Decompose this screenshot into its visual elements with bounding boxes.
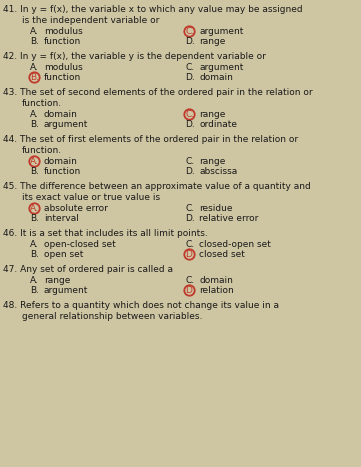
Text: B.: B. [30,286,39,295]
Text: B.: B. [30,250,39,259]
Text: 42. In y = f(x), the variable y is the dependent variable or: 42. In y = f(x), the variable y is the d… [3,52,266,61]
Text: D.: D. [185,37,195,46]
Text: residue: residue [199,204,232,213]
Text: relative error: relative error [199,214,258,223]
Text: its exact value or true value is: its exact value or true value is [22,193,160,202]
Text: closed-open set: closed-open set [199,240,271,249]
Text: 46. It is a set that includes its all limit points.: 46. It is a set that includes its all li… [3,229,208,238]
Text: function: function [44,73,81,82]
Text: A.: A. [30,27,39,36]
Text: function: function [44,37,81,46]
Text: C.: C. [185,110,194,119]
Text: D.: D. [185,214,195,223]
Text: modulus: modulus [44,27,83,36]
Text: 48. Refers to a quantity which does not change its value in a: 48. Refers to a quantity which does not … [3,301,279,310]
Text: function: function [44,167,81,176]
Text: closed set: closed set [199,250,245,259]
Text: domain: domain [44,157,78,166]
Text: modulus: modulus [44,63,83,72]
Text: D.: D. [185,167,195,176]
Text: C.: C. [185,204,194,213]
Text: relation: relation [199,286,234,295]
Text: function.: function. [22,146,62,155]
Text: B.: B. [30,120,39,129]
Text: C.: C. [185,27,194,36]
Text: D.: D. [185,120,195,129]
Text: C.: C. [185,157,194,166]
Text: interval: interval [44,214,79,223]
Text: argument: argument [199,63,243,72]
Text: C.: C. [185,240,194,249]
Text: is the independent variable or: is the independent variable or [22,16,159,25]
Text: function.: function. [22,99,62,108]
Text: A.: A. [30,276,39,285]
Text: A.: A. [30,240,39,249]
Text: A.: A. [30,204,39,213]
Text: C.: C. [185,276,194,285]
Text: domain: domain [44,110,78,119]
Text: B.: B. [30,167,39,176]
Text: B.: B. [30,37,39,46]
Text: A.: A. [30,63,39,72]
Text: C.: C. [185,63,194,72]
Text: general relationship between variables.: general relationship between variables. [22,312,203,321]
Text: D.: D. [185,286,195,295]
Text: 41. In y = f(x), the variable x to which any value may be assigned: 41. In y = f(x), the variable x to which… [3,5,303,14]
Text: absolute error: absolute error [44,204,108,213]
Text: B.: B. [30,214,39,223]
Text: A.: A. [30,157,39,166]
Text: 44. The set of first elements of the ordered pair in the relation or: 44. The set of first elements of the ord… [3,135,298,144]
Text: ordinate: ordinate [199,120,237,129]
Text: B.: B. [30,73,39,82]
Text: domain: domain [199,276,233,285]
Text: open set: open set [44,250,83,259]
Text: argument: argument [199,27,243,36]
Text: range: range [199,37,225,46]
Text: open-closed set: open-closed set [44,240,116,249]
Text: 43. The set of second elements of the ordered pair in the relation or: 43. The set of second elements of the or… [3,88,313,97]
Text: argument: argument [44,120,88,129]
Text: abscissa: abscissa [199,167,237,176]
Text: argument: argument [44,286,88,295]
Text: D.: D. [185,250,195,259]
Text: range: range [199,110,225,119]
Text: domain: domain [199,73,233,82]
Text: range: range [44,276,70,285]
Text: 45. The difference between an approximate value of a quantity and: 45. The difference between an approximat… [3,182,311,191]
Text: 47. Any set of ordered pair is called a: 47. Any set of ordered pair is called a [3,265,173,274]
Text: D.: D. [185,73,195,82]
Text: range: range [199,157,225,166]
Text: A.: A. [30,110,39,119]
